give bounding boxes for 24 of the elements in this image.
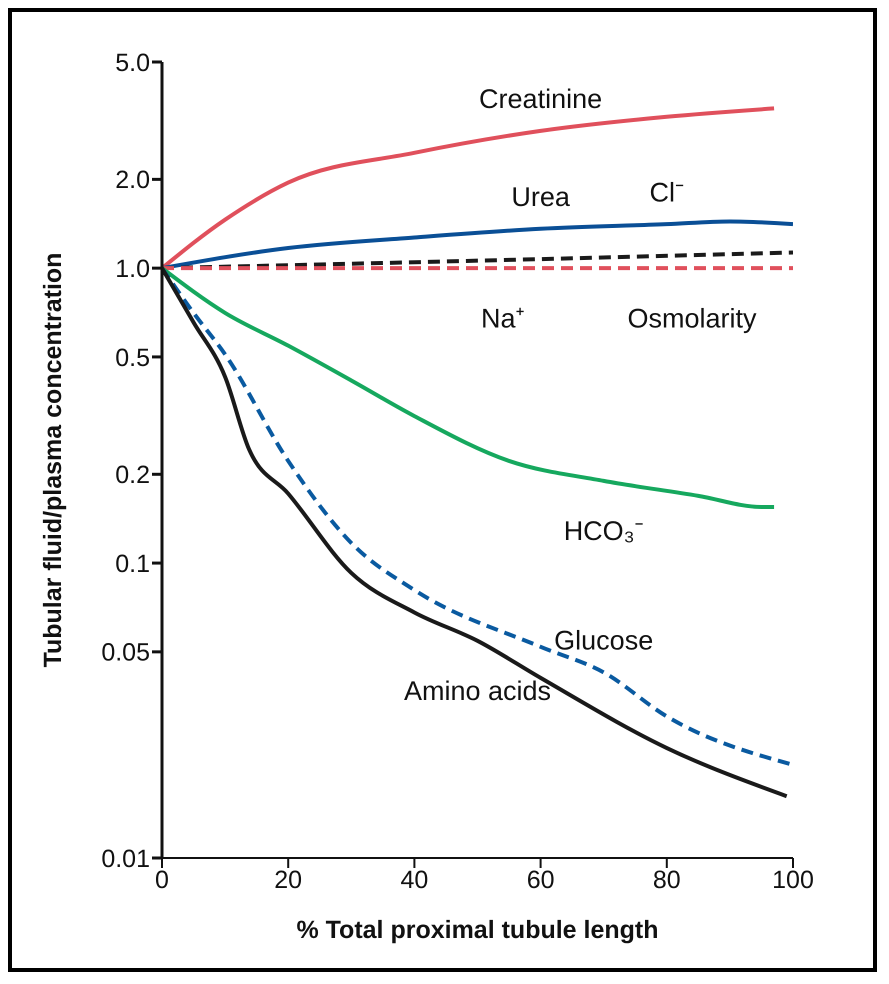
annotation: Glucose [554,625,654,656]
x-tick-label: 80 [652,866,681,894]
y-tick-label: 1.0 [115,255,150,284]
y-tick-label: 0.05 [101,638,150,667]
x-tick-label: 20 [274,866,302,894]
x-tick-label: 40 [400,866,428,894]
annotation: Cl⁻ [650,177,684,208]
x-axis-title: % Total proximal tubule length [296,916,659,944]
x-tick-label: 60 [526,866,555,894]
y-tick-label: 2.0 [115,166,150,194]
annotation: Urea [511,182,571,212]
y-tick-label: 0.1 [115,550,150,578]
y-tick-label: 0.5 [115,344,150,372]
x-tick-label: 0 [155,866,169,894]
y-tick-label: 0.01 [101,844,150,873]
annotation: Na⁺ [480,303,524,334]
y-axis-title: Tubular fluid/plasma concentration [38,252,67,668]
annotation: Osmolarity [628,303,758,334]
annotation: Amino acids [404,676,552,706]
y-tick-label: 0.2 [115,461,150,490]
annotation: Creatinine [479,84,602,114]
y-tick-label: 5.0 [115,48,150,77]
annotation: HCO₃⁻ [564,516,644,546]
x-tick-label: 100 [772,866,814,894]
